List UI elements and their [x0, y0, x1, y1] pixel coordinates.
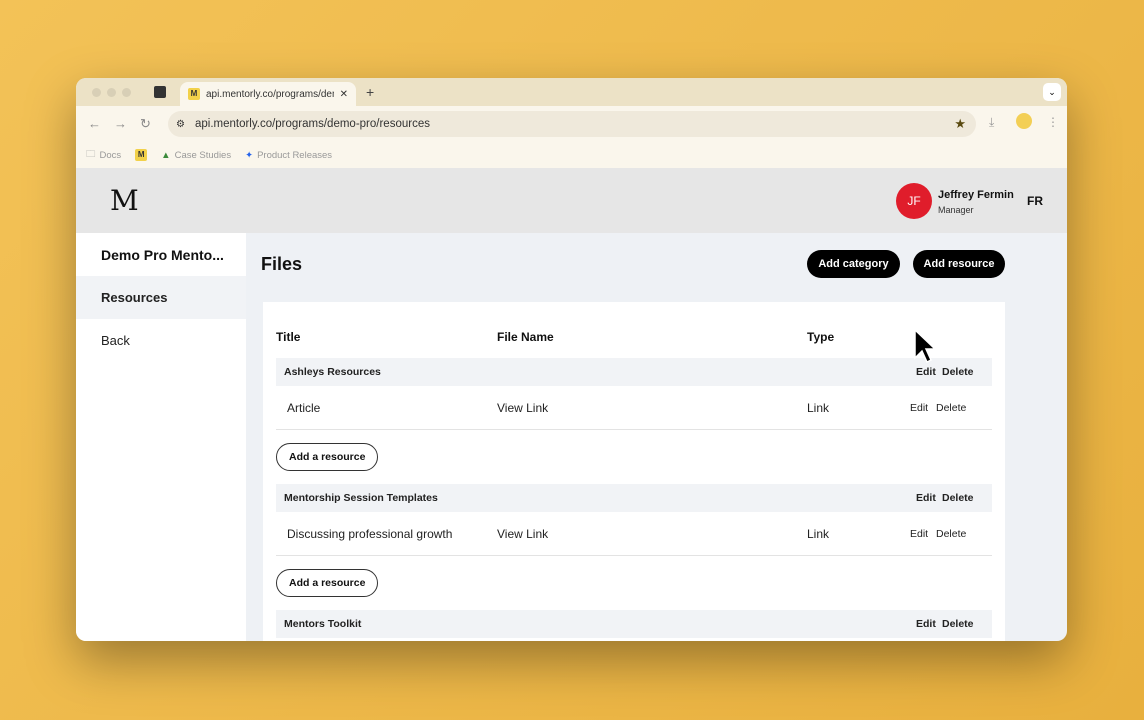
bookmark-label: Docs: [99, 149, 122, 161]
forward-icon[interactable]: →: [114, 116, 127, 131]
sidebar: Demo Pro Mento... Resources Back: [76, 233, 246, 641]
sidebar-item-back[interactable]: Back: [101, 333, 130, 348]
delete-category-link[interactable]: Delete: [942, 618, 974, 630]
url-text: api.mentorly.co/programs/demo-pro/resour…: [194, 118, 430, 130]
pinned-tab[interactable]: [154, 86, 166, 98]
bookmark-docs[interactable]: 🗀 Docs: [86, 147, 121, 163]
user-role: Manager: [938, 205, 974, 215]
folder-icon: 🗀: [86, 149, 96, 160]
resource-type: Link: [807, 400, 830, 415]
add-a-resource-button[interactable]: Add a resource: [276, 569, 379, 597]
reload-icon[interactable]: ↻: [140, 116, 151, 131]
resource-title: Article: [287, 400, 321, 415]
bookmark-label: Case Studies: [174, 149, 232, 161]
table-header: Title File Name Type: [276, 302, 992, 358]
add-a-resource-button[interactable]: Add a resource: [276, 443, 379, 471]
resource-title: Discussing professional growth: [287, 526, 453, 541]
bookmark-product-releases[interactable]: ✦ Product Releases: [245, 150, 332, 161]
drive-icon: ▲: [161, 149, 171, 161]
new-tab-button[interactable]: +: [366, 84, 375, 100]
language-toggle[interactable]: FR: [1027, 194, 1043, 208]
category-row: Ashleys Resources Edit Delete: [276, 358, 992, 386]
column-title: Title: [276, 330, 301, 344]
close-tab-icon[interactable]: ✕: [339, 88, 348, 100]
profile-avatar[interactable]: [1016, 113, 1032, 129]
edit-resource-link[interactable]: Edit: [910, 527, 929, 540]
user-name: Jeffrey Fermin: [938, 189, 1014, 201]
menu-icon[interactable]: ⋮: [1047, 115, 1059, 129]
mentorly-icon: M: [135, 149, 148, 161]
browser-window: M api.mentorly.co/programs/demo-pro/reso…: [76, 78, 1067, 641]
delete-resource-link[interactable]: Delete: [936, 401, 967, 414]
jira-icon: ✦: [245, 149, 254, 161]
site-settings-icon[interactable]: ⚙: [176, 118, 185, 130]
app-header: M JF Jeffrey Fermin Manager FR: [76, 168, 1067, 233]
add-resource-button[interactable]: Add resource: [913, 250, 1005, 278]
edit-category-link[interactable]: Edit: [916, 618, 936, 630]
category-row: Mentorship Session Templates Edit Delete: [276, 484, 992, 512]
category-name: Ashleys Resources: [284, 366, 381, 378]
page-title: Files: [261, 254, 303, 274]
edit-category-link[interactable]: Edit: [916, 492, 936, 504]
sidebar-item-resources[interactable]: Resources: [76, 276, 246, 319]
delete-resource-link[interactable]: Delete: [936, 527, 967, 540]
bookmarks-bar: 🗀 Docs M ▲ Case Studies ✦ Product Releases: [76, 142, 1067, 168]
program-name[interactable]: Demo Pro Mento...: [101, 246, 224, 263]
download-icon[interactable]: ⤓: [989, 115, 995, 129]
add-category-button[interactable]: Add category: [807, 250, 900, 278]
table-row: Article View Link Link Edit Delete: [276, 386, 992, 430]
edit-category-link[interactable]: Edit: [916, 366, 936, 378]
back-icon[interactable]: ←: [88, 116, 101, 131]
category-name: Mentorship Session Templates: [284, 492, 438, 504]
delete-category-link[interactable]: Delete: [942, 492, 974, 504]
mentorly-logo[interactable]: M: [110, 184, 139, 217]
view-link[interactable]: View Link: [497, 400, 549, 415]
bookmark-mentorly[interactable]: M: [135, 149, 148, 161]
table-row: Discussing professional growth View Link…: [276, 512, 992, 556]
active-tab[interactable]: M api.mentorly.co/programs/demo-pro/reso…: [180, 82, 356, 106]
bookmark-label: Product Releases: [257, 149, 333, 161]
bookmark-star-icon[interactable]: ★: [954, 116, 966, 131]
column-file-name: File Name: [497, 330, 554, 344]
category-name: Mentors Toolkit: [284, 618, 362, 630]
browser-toolbar: ← → ↻ ⚙ api.mentorly.co/programs/demo-pr…: [76, 106, 1067, 142]
tab-title: api.mentorly.co/programs/demo-pro/resour…: [206, 88, 334, 100]
tab-bar: M api.mentorly.co/programs/demo-pro/reso…: [76, 78, 1067, 106]
view-link[interactable]: View Link: [497, 526, 549, 541]
mouse-cursor-icon: [914, 328, 937, 364]
category-row: Mentors Toolkit Edit Delete: [276, 610, 992, 638]
column-type: Type: [807, 330, 835, 344]
tab-search-button[interactable]: ⌄: [1043, 83, 1061, 101]
window-controls[interactable]: [92, 88, 131, 97]
bookmark-case-studies[interactable]: ▲ Case Studies: [161, 150, 231, 161]
delete-category-link[interactable]: Delete: [942, 366, 974, 378]
user-avatar[interactable]: JF: [896, 183, 932, 219]
mentorly-favicon-icon: M: [188, 88, 200, 100]
resources-table: Title File Name Type Ashleys Resources E…: [263, 302, 1005, 641]
address-bar[interactable]: ⚙ api.mentorly.co/programs/demo-pro/reso…: [168, 111, 976, 137]
edit-resource-link[interactable]: Edit: [910, 401, 929, 414]
resource-type: Link: [807, 526, 830, 541]
